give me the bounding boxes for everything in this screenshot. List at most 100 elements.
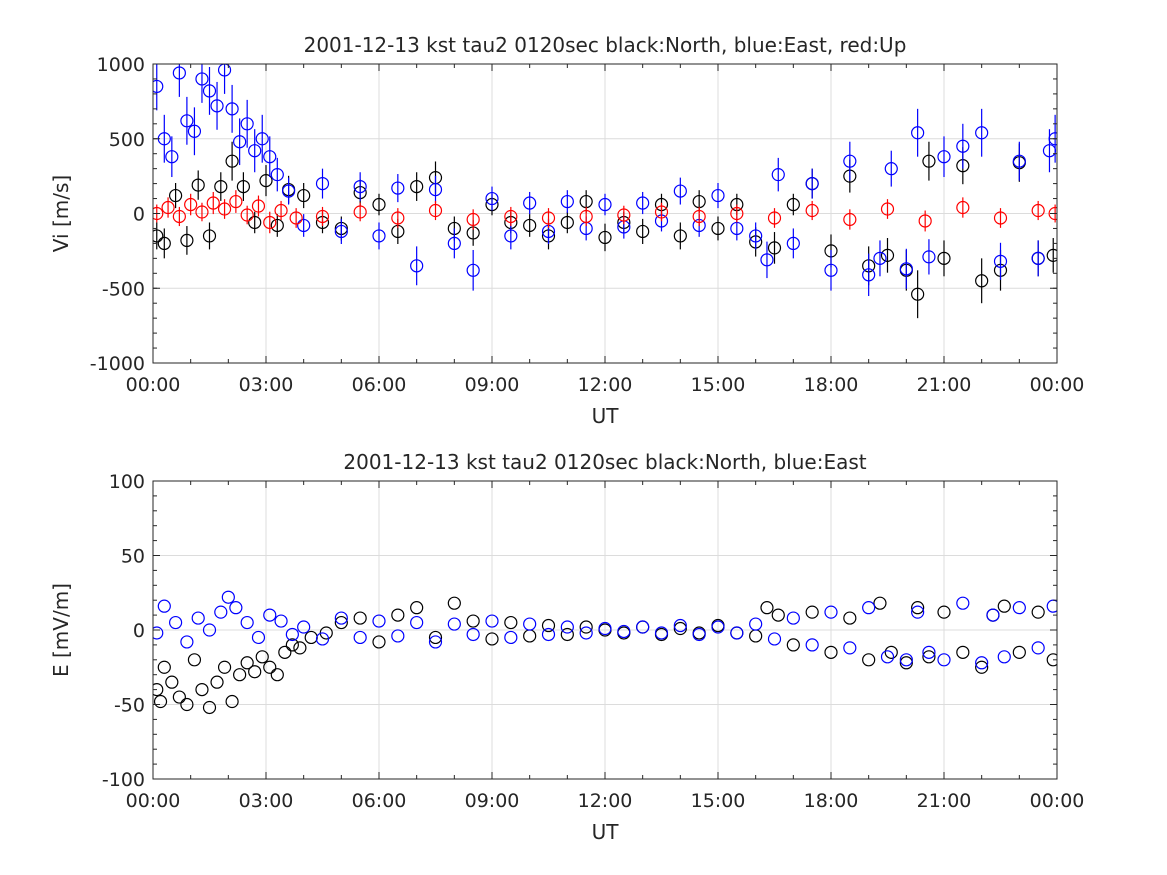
efield-north-point [956, 645, 970, 659]
efield-east-point [334, 611, 348, 625]
efield-north-point [884, 645, 898, 659]
velocity-east-point [225, 102, 239, 116]
velocity-up-point [206, 196, 220, 210]
velocity-up-point [956, 200, 970, 215]
velocity-up-point [1031, 203, 1045, 218]
efield-north-point [922, 650, 936, 664]
velocity-east-point [771, 168, 785, 182]
efield-east-point [937, 653, 951, 667]
efield-east-point [523, 617, 537, 631]
velocity-up-point [504, 209, 518, 224]
efield-east-point [353, 630, 367, 645]
velocity-east-point [372, 229, 386, 243]
velocity-east-point [282, 184, 296, 198]
velocity-north-point [767, 241, 782, 255]
velocity-north-point [153, 229, 164, 243]
efield-east-point [986, 608, 1000, 622]
efield-east-point [297, 620, 311, 634]
velocity-east-point [263, 150, 277, 164]
velocity-east-point [673, 184, 687, 198]
efield-east-point [263, 608, 277, 622]
velocity-east-point [937, 150, 951, 164]
efield-east-point [636, 620, 650, 634]
velocity-north-point [259, 174, 273, 188]
velocity-x-tick-label: 09:00 [465, 374, 520, 396]
efield-north-point [157, 660, 171, 674]
velocity-north-point [236, 179, 250, 194]
velocity-north-point [410, 179, 424, 194]
efield-east-point [617, 624, 631, 639]
efield-y-tick-label: 50 [121, 546, 145, 568]
efield-east-point [805, 638, 819, 652]
velocity-north-point [169, 188, 183, 203]
efield-north-point [997, 599, 1011, 613]
velocity-up-point [918, 214, 932, 228]
efield-east-point [541, 627, 556, 642]
velocity-north-point [214, 179, 228, 194]
efield-grid [153, 481, 1057, 779]
velocity-y-tick-label: 500 [109, 129, 145, 151]
efield-north-point [1046, 653, 1057, 667]
efield-east-point [654, 626, 669, 640]
efield-y-tick-label: 0 [133, 620, 145, 642]
efield-east-point [749, 617, 763, 631]
velocity-up-point [353, 205, 367, 219]
velocity-north-point [636, 224, 650, 239]
efield-x-tick-label: 12:00 [578, 790, 633, 812]
efield-north-point [673, 621, 687, 636]
velocity-east-point [233, 135, 247, 149]
velocity-east-point [560, 194, 574, 209]
efield-east-point [899, 653, 913, 667]
efield-panel: 00:00 03:00 06:00 09:00 12:00 15:00 18:00 21:00… [49, 450, 1084, 844]
efield-east-point [466, 627, 480, 642]
velocity-x-tick-label: 18:00 [804, 374, 859, 396]
velocity-east-point [180, 114, 194, 128]
efield-east-point [1031, 641, 1045, 655]
velocity-north-point [711, 221, 725, 236]
velocity-north-point [157, 236, 171, 250]
velocity-east-point [391, 181, 405, 195]
efield-north-point [353, 611, 367, 625]
efield-north-point [824, 645, 838, 659]
velocity-east-point [922, 250, 936, 264]
velocity-east-point [1048, 132, 1057, 146]
efield-north-point [270, 668, 284, 682]
velocity-up-point [289, 211, 303, 225]
velocity-north-point [270, 218, 284, 233]
velocity-north-point [1046, 248, 1057, 262]
velocity-east-point [485, 191, 499, 206]
efield-series-east [153, 590, 1057, 670]
efield-y-tick-label: -100 [102, 769, 145, 791]
velocity-east-point [297, 218, 311, 233]
efield-east-point [730, 626, 744, 640]
efield-east-point [1012, 601, 1026, 615]
velocity-east-point [843, 154, 857, 168]
velocity-up-point [263, 215, 277, 230]
velocity-east-point [1012, 154, 1026, 168]
velocity-east-point [1031, 251, 1045, 265]
velocity-up-point [428, 203, 443, 218]
efield-north-point [233, 668, 247, 682]
efield-east-point [157, 599, 171, 613]
efield-east-point [202, 623, 217, 637]
efield-north-point [579, 620, 593, 634]
efield-east-point [372, 614, 386, 628]
velocity-east-point [270, 168, 284, 182]
velocity-chart-title: 2001-12-13 kst tau2 0120sec black:North,… [304, 33, 907, 57]
velocity-east-point [873, 251, 887, 265]
velocity-north-point [880, 248, 895, 262]
velocity-east-point [993, 254, 1008, 268]
efield-north-point [428, 630, 443, 645]
velocity-x-tick-label: 21:00 [917, 374, 972, 396]
velocity-east-point [248, 144, 262, 158]
efield-east-point [214, 605, 228, 619]
velocity-north-point [975, 274, 989, 288]
velocity-up-point [767, 211, 782, 225]
velocity-x-tick-label: 00:00 [126, 374, 181, 396]
efield-east-point [229, 601, 243, 615]
velocity-east-point [504, 229, 518, 243]
efield-east-point [285, 627, 299, 642]
efield-north-point [225, 694, 239, 709]
velocity-up-point [880, 202, 895, 216]
